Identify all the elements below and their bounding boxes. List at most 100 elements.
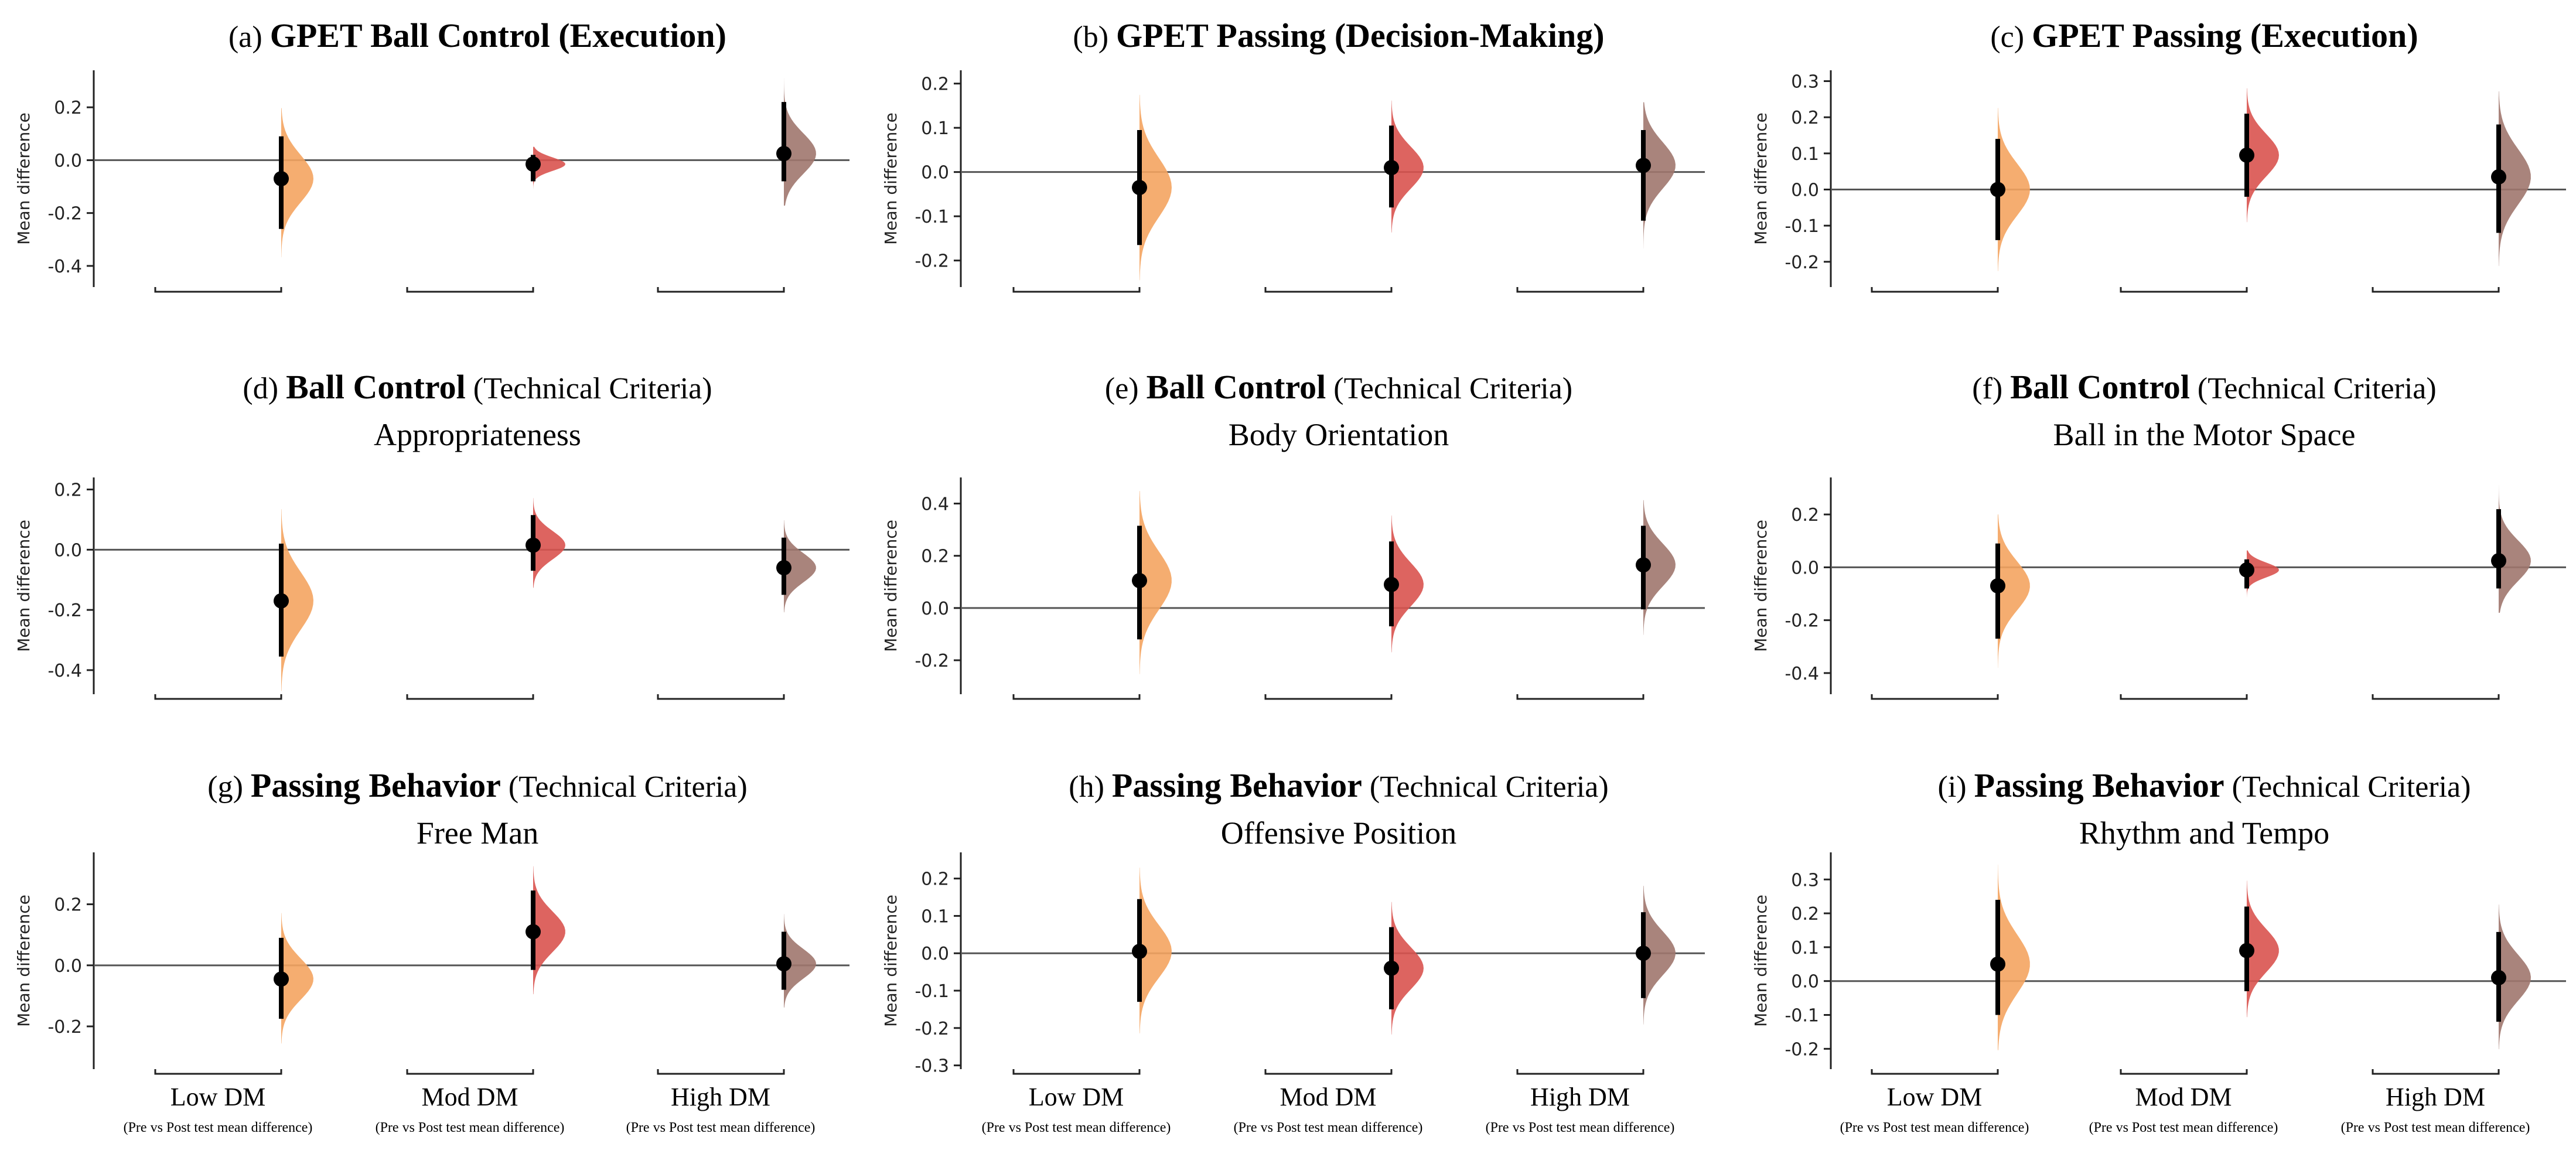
panel-subtitle: Rhythm and Tempo <box>2079 815 2329 851</box>
y-axis-label: Mean difference <box>881 895 900 1027</box>
y-tick-label: -0.4 <box>47 257 82 277</box>
y-axis-label: Mean difference <box>1751 520 1770 652</box>
y-axis-label: Mean difference <box>1751 895 1770 1027</box>
panel-g: (g) Passing Behavior (Technical Criteria… <box>14 766 849 1135</box>
y-tick-label: 0.0 <box>1791 972 1819 992</box>
violin-mod-dm <box>533 498 565 588</box>
violin-high-dm <box>784 914 816 1008</box>
violin-high-dm <box>784 77 816 206</box>
violin-high-dm <box>784 520 816 613</box>
panel-letter: (d) <box>243 372 286 405</box>
y-tick-label: -0.1 <box>1785 216 1819 237</box>
group-bracket <box>154 1069 282 1075</box>
panel-title-normal: (Technical Criteria) <box>1362 770 1609 804</box>
violin-high-dm <box>1643 102 1676 249</box>
group-bracket <box>1264 694 1393 700</box>
panel-h: (h) Passing Behavior (Technical Criteria… <box>881 766 1705 1135</box>
group-bracket <box>406 694 534 700</box>
violin-mod-dm <box>2247 88 2279 223</box>
y-tick-label: -0.2 <box>1785 611 1819 632</box>
panel-title-bold: Ball Control <box>2010 368 2190 406</box>
y-tick-label: 0.2 <box>54 895 82 916</box>
group-bracket <box>406 287 534 293</box>
panel-title-bold: GPET Passing (Decision-Making) <box>1116 16 1605 54</box>
panel-title: (g) Passing Behavior (Technical Criteria… <box>207 766 747 804</box>
group-bracket <box>1012 694 1141 700</box>
y-tick-label: 0.2 <box>54 98 82 118</box>
group-sublabel: (Pre vs Post test mean difference) <box>2341 1120 2530 1135</box>
panel-title: (e) Ball Control (Technical Criteria) <box>1105 368 1572 406</box>
y-tick-label: 0.3 <box>1791 870 1819 890</box>
group-bracket <box>154 287 282 293</box>
violin-low-dm <box>281 913 313 1044</box>
y-tick-label: 0.1 <box>1791 938 1819 958</box>
violin-mod-dm <box>1391 902 1424 1035</box>
group-sublabel: (Pre vs Post test mean difference) <box>982 1120 1171 1135</box>
mean-point <box>776 146 791 162</box>
mean-point <box>2239 562 2254 578</box>
panel-subtitle: Free Man <box>417 815 538 851</box>
mean-point <box>2491 169 2506 185</box>
panel-title: (h) Passing Behavior (Technical Criteria… <box>1069 766 1608 804</box>
y-tick-label: 0.1 <box>921 906 949 927</box>
panel-letter: (f) <box>1972 372 2010 405</box>
y-tick-label: -0.3 <box>915 1056 949 1077</box>
mean-point <box>1384 576 1399 592</box>
panel-title-bold: Ball Control <box>286 368 466 406</box>
y-tick-label: -0.4 <box>1785 664 1819 684</box>
group-bracket <box>1871 694 1999 700</box>
panel-title-normal: (Technical Criteria) <box>2224 770 2471 804</box>
panel-letter: (i) <box>1938 770 1974 804</box>
group-label: Mod DM <box>421 1083 518 1111</box>
y-axis-label: Mean difference <box>14 520 33 652</box>
panel-letter: (e) <box>1105 372 1147 405</box>
panel-title: (d) Ball Control (Technical Criteria) <box>243 368 712 406</box>
panel-title-bold: Passing Behavior <box>1974 766 2224 804</box>
y-tick-label: 0.2 <box>921 547 949 567</box>
group-bracket <box>2372 1069 2500 1075</box>
mean-point <box>526 537 541 553</box>
y-axis-label: Mean difference <box>881 520 900 652</box>
panel-title-normal: (Technical Criteria) <box>501 770 748 804</box>
group-label: Mod DM <box>1280 1083 1376 1111</box>
violin-mod-dm <box>1391 515 1424 653</box>
group-label: High DM <box>1530 1083 1630 1111</box>
y-axis-label: Mean difference <box>14 895 33 1027</box>
y-tick-label: 0.0 <box>921 944 949 964</box>
y-tick-label: -0.2 <box>47 1017 82 1037</box>
group-sublabel: (Pre vs Post test mean difference) <box>376 1120 565 1135</box>
mean-point <box>1132 573 1147 589</box>
mean-point <box>1384 960 1399 976</box>
panel-d: (d) Ball Control (Technical Criteria) App… <box>14 368 849 700</box>
y-tick-label: 0.2 <box>54 480 82 501</box>
y-tick-label: 0.2 <box>1791 108 1819 128</box>
violin-low-dm <box>1998 108 2030 271</box>
group-bracket <box>1264 287 1393 293</box>
violin-low-dm <box>281 509 313 691</box>
mean-point <box>526 924 541 940</box>
panel-subtitle: Ball in the Motor Space <box>2053 417 2356 452</box>
group-bracket <box>2372 694 2500 700</box>
mean-point <box>1636 557 1651 573</box>
group-sublabel: (Pre vs Post test mean difference) <box>2089 1120 2278 1135</box>
group-bracket <box>657 1069 785 1075</box>
mean-point <box>1990 182 2005 197</box>
panel-title: (c) GPET Passing (Execution) <box>1990 16 2418 54</box>
y-tick-label: 0.0 <box>54 956 82 977</box>
panel-title: (a) GPET Ball Control (Execution) <box>228 16 726 54</box>
violin-mod-dm <box>2247 550 2279 598</box>
y-tick-label: -0.1 <box>915 981 949 1002</box>
mean-point <box>274 593 289 609</box>
y-tick-label: 0.0 <box>921 599 949 619</box>
group-bracket <box>2120 287 2248 293</box>
panel-title-normal: (Technical Criteria) <box>2190 372 2437 405</box>
group-bracket <box>1264 1069 1393 1075</box>
panel-letter: (h) <box>1069 770 1112 804</box>
group-label: Mod DM <box>2135 1083 2232 1111</box>
violin-high-dm <box>2499 91 2531 267</box>
group-sublabel: (Pre vs Post test mean difference) <box>124 1120 313 1135</box>
y-tick-label: -0.2 <box>47 600 82 621</box>
panel-letter: (b) <box>1073 21 1116 54</box>
mean-point <box>526 156 541 172</box>
